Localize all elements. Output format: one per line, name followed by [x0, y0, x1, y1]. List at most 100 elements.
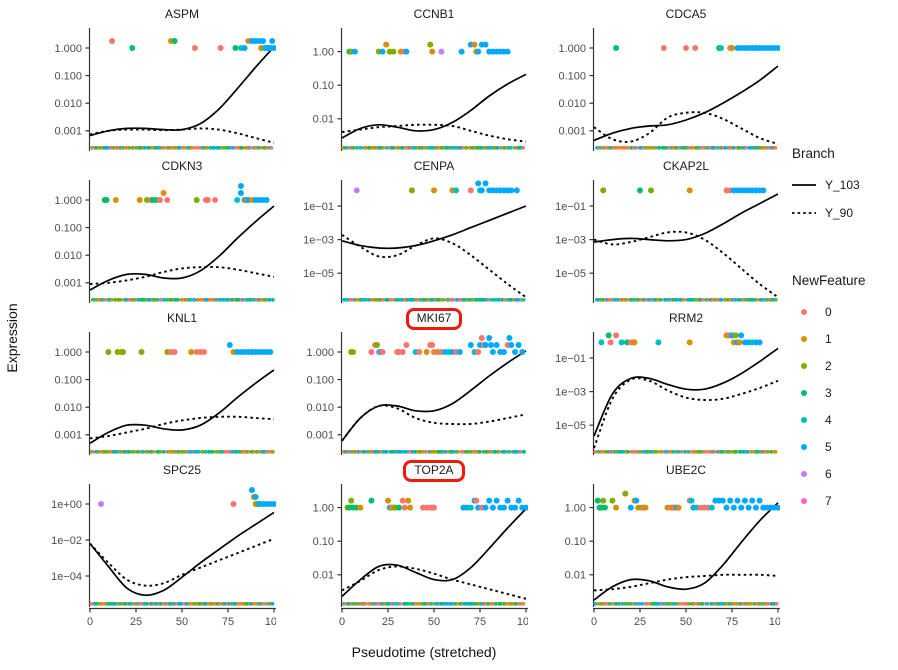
curve-Y_90-dashed — [341, 565, 527, 600]
zero-expression-rug — [521, 298, 526, 302]
zero-expression-rug — [521, 602, 526, 606]
cell-point — [475, 48, 482, 55]
cell-point — [489, 504, 496, 511]
x-tick-label: 25 — [130, 616, 142, 628]
cell-point — [506, 335, 513, 341]
cell-point — [431, 504, 437, 511]
color-dot-icon — [792, 389, 816, 396]
y-tick-label: 1.000 — [558, 43, 586, 55]
x-tick-label: 0 — [591, 616, 597, 628]
cell-point — [129, 45, 136, 51]
cell-point — [385, 497, 391, 504]
cell-point — [633, 497, 640, 504]
cell-point — [660, 45, 667, 51]
facet-title-text: CCNB1 — [413, 7, 455, 21]
highlight-ring-MKI67: MKI67 — [405, 308, 463, 330]
y-tick-label: 1e−01 — [303, 201, 334, 213]
cell-point — [98, 501, 104, 507]
facet-panel-CDCA5: 1.000 0.100 0.010 0.001 — [558, 28, 780, 151]
curve-Y_103-solid — [89, 46, 275, 137]
cell-point — [756, 497, 763, 504]
cell-point — [164, 197, 171, 203]
cell-point — [730, 504, 737, 511]
branch-legend-item-Y_103: Y_103 — [792, 171, 896, 199]
newfeature-legend-item-7: 7 — [792, 487, 896, 514]
newfeature-legend-item-0: 0 — [792, 298, 896, 325]
facet-title-CCNB1: CCNB1 — [342, 4, 526, 24]
y-tick-label: 1.000 — [306, 347, 334, 359]
y-tick-label: 0.010 — [54, 98, 82, 110]
facet-title-text: KNL1 — [166, 311, 198, 325]
cell-point — [482, 180, 489, 187]
facet-CCNB1: CCNB1 1.00 0.10 0.01 — [278, 4, 530, 156]
cell-point — [217, 45, 224, 51]
curve-Y_103-solid — [341, 73, 527, 139]
cell-point — [248, 487, 255, 493]
facet-title-TOP2A: TOP2A — [342, 460, 526, 482]
cell-point — [234, 197, 241, 203]
facet-panel-RRM2: 1e−01 1e−03 1e−05 — [555, 332, 779, 455]
x-tick-label: 100 — [517, 616, 528, 628]
cell-point — [241, 45, 248, 51]
solid-line-icon — [792, 183, 816, 187]
newfeature-legend-label: 6 — [825, 466, 832, 481]
x-axis-title: Pseudotime (stretched) — [351, 644, 497, 660]
cell-point — [379, 48, 386, 55]
cell-point — [760, 187, 767, 194]
cell-point — [374, 342, 380, 348]
cell-point — [267, 349, 274, 355]
cell-point — [609, 497, 616, 504]
cell-point — [729, 45, 735, 51]
cell-point — [655, 339, 662, 346]
cell-point — [594, 497, 601, 504]
cell-point — [399, 497, 406, 504]
y-tick-label: 0.001 — [54, 278, 82, 290]
newfeature-legend-item-6: 6 — [792, 460, 896, 487]
y-tick-label: 0.100 — [54, 374, 82, 386]
highlight-ring-TOP2A: TOP2A — [403, 460, 465, 482]
newfeature-legend-label: 0 — [825, 304, 832, 319]
curve-Y_90-dashed — [341, 123, 527, 143]
zero-expression-rug — [774, 298, 778, 302]
branch-legend-item-Y_90: Y_90 — [792, 199, 896, 227]
cell-point — [467, 504, 474, 511]
curve-Y_90-dashed — [593, 111, 779, 145]
cell-point — [736, 339, 743, 346]
x-tick-label: 0 — [87, 616, 93, 628]
cell-point — [489, 349, 496, 355]
cell-point — [191, 45, 198, 51]
cell-point — [734, 497, 741, 504]
curve-Y_103-solid — [593, 502, 779, 601]
cell-point — [719, 497, 726, 504]
cell-point — [508, 342, 515, 348]
color-dot-icon — [792, 443, 816, 450]
y-tick-label: 0.010 — [54, 250, 82, 262]
cell-point — [486, 335, 493, 341]
y-tick-label: 0.01 — [313, 114, 334, 126]
facet-grid: ASPM 1.000 0.100 0.010 0.001 CCNB1 1.00 0.10 0.0… — [26, 4, 782, 638]
color-dot-icon — [792, 470, 816, 477]
facet-title-text: CENPA — [413, 159, 455, 173]
cell-point — [500, 504, 507, 511]
cell-point — [383, 41, 390, 48]
newfeature-legend: NewFeature 0 1 2 3 4 5 6 7 — [792, 273, 896, 514]
facet-title-RRM2: RRM2 — [594, 308, 778, 328]
x-tick-label: 50 — [680, 616, 692, 628]
cell-point — [237, 190, 244, 196]
facet-title-text: UBE2C — [665, 463, 706, 477]
y-tick-label: 1e−03 — [555, 234, 586, 246]
cell-point — [260, 38, 266, 44]
curve-Y_103-solid — [593, 193, 779, 243]
facet-title-text: CDCA5 — [665, 7, 707, 21]
cell-point — [686, 339, 693, 346]
zero-expression-rug — [269, 146, 274, 150]
y-tick-label: 1e−03 — [303, 234, 334, 246]
facet-TOP2A: TOP2A 1.00 0.10 0.01 0 25 50 75 100 — [278, 460, 530, 638]
cell-point — [637, 187, 643, 194]
zero-expression-rug — [521, 146, 526, 150]
cell-point — [675, 504, 682, 511]
facet-title-ASPM: ASPM — [90, 4, 274, 24]
cell-point — [271, 501, 276, 507]
cell-point — [403, 48, 410, 55]
cell-point — [120, 349, 127, 355]
